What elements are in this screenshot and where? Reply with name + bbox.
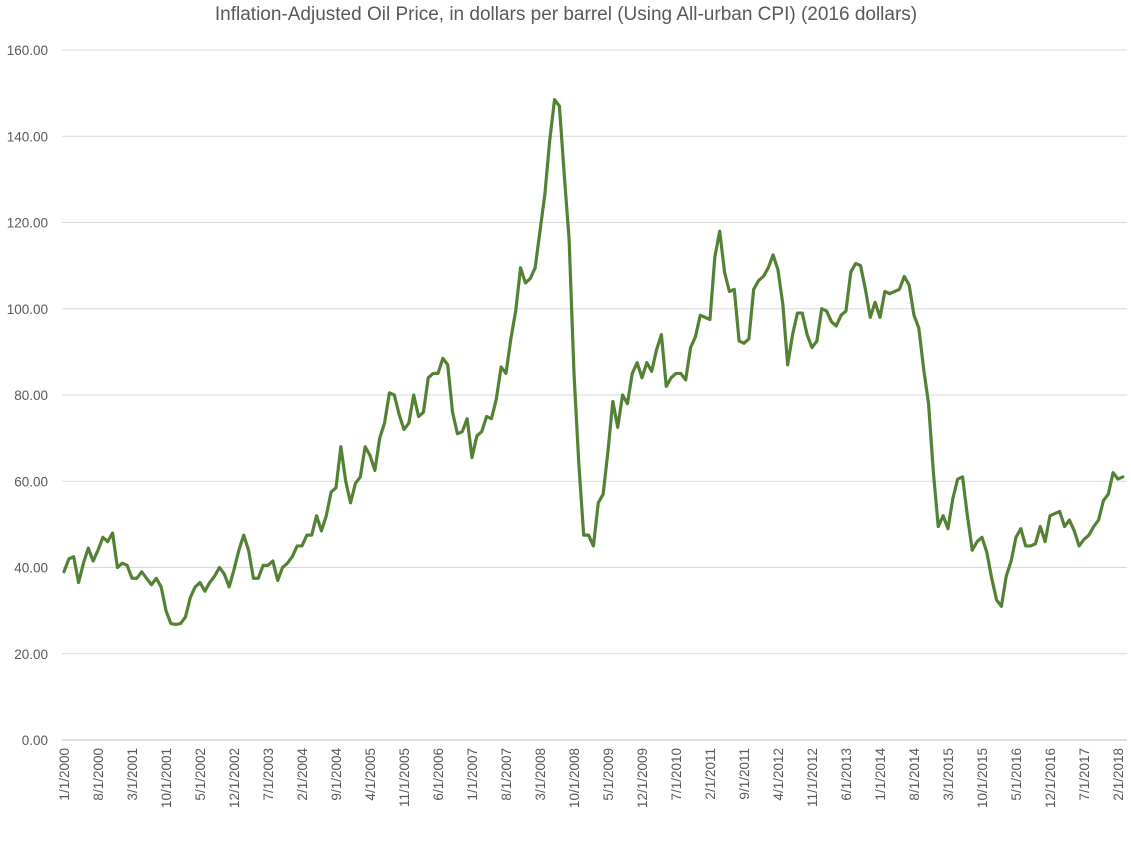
x-tick-label: 3/1/2015: [941, 748, 956, 801]
y-tick-label: 140.00: [7, 129, 48, 144]
x-tick-label: 7/1/2017: [1077, 748, 1092, 801]
y-axis-ticks: 0.00 20.00 40.00 60.00 80.00 100.00 120.00 140.…: [7, 43, 48, 748]
chart-title: Inflation-Adjusted Oil Price, in dollars…: [215, 4, 917, 25]
x-tick-label: 1/1/2007: [465, 748, 480, 801]
y-tick-label: 40.00: [14, 561, 48, 576]
x-tick-label: 8/1/2007: [499, 748, 514, 801]
x-tick-label: 11/1/2012: [805, 748, 820, 807]
y-tick-label: 20.00: [14, 647, 48, 662]
series-line-oil-price: [62, 97, 1125, 627]
x-tick-label: 12/1/2009: [635, 748, 650, 808]
x-tick-label: 8/1/2000: [91, 748, 106, 801]
x-tick-label: 10/1/2001: [159, 748, 174, 808]
x-tick-label: 8/1/2014: [907, 748, 922, 801]
x-tick-label: 2/1/2004: [295, 748, 310, 801]
gridlines: [62, 49, 1127, 741]
x-tick-label: 9/1/2011: [737, 748, 752, 800]
x-tick-label: 10/1/2015: [975, 748, 990, 808]
x-tick-label: 10/1/2008: [567, 748, 582, 808]
x-tick-label: 1/1/2014: [873, 748, 888, 801]
x-tick-label: 11/1/2005: [397, 748, 412, 807]
x-tick-label: 2/1/2018: [1111, 748, 1126, 801]
x-tick-label: 5/1/2009: [601, 748, 616, 801]
x-tick-label: 6/1/2006: [431, 748, 446, 801]
x-tick-label: 9/1/2004: [329, 748, 344, 801]
y-tick-label: 0.00: [22, 733, 48, 748]
x-tick-label: 4/1/2012: [771, 748, 786, 801]
x-tick-label: 3/1/2008: [533, 748, 548, 801]
x-tick-label: 2/1/2011: [703, 748, 718, 800]
x-tick-label: 5/1/2016: [1009, 748, 1024, 801]
y-tick-label: 120.00: [7, 216, 48, 231]
y-tick-label: 60.00: [14, 474, 48, 489]
y-tick-label: 160.00: [7, 43, 48, 58]
x-tick-label: 7/1/2010: [669, 748, 684, 801]
x-tick-label: 3/1/2001: [125, 748, 140, 801]
y-tick-label: 80.00: [14, 388, 48, 403]
x-tick-label: 12/1/2002: [227, 748, 242, 808]
x-tick-label: 6/1/2013: [839, 748, 854, 801]
x-tick-label: 7/1/2003: [261, 748, 276, 801]
y-tick-label: 100.00: [7, 302, 48, 317]
x-tick-label: 12/1/2016: [1043, 748, 1058, 808]
x-tick-label: 1/1/2000: [57, 748, 72, 801]
x-tick-label: 5/1/2002: [193, 748, 208, 801]
x-axis-ticks: 1/1/2000 8/1/2000 3/1/2001 10/1/2001 5/1/200…: [57, 748, 1126, 809]
x-tick-label: 4/1/2005: [363, 748, 378, 801]
